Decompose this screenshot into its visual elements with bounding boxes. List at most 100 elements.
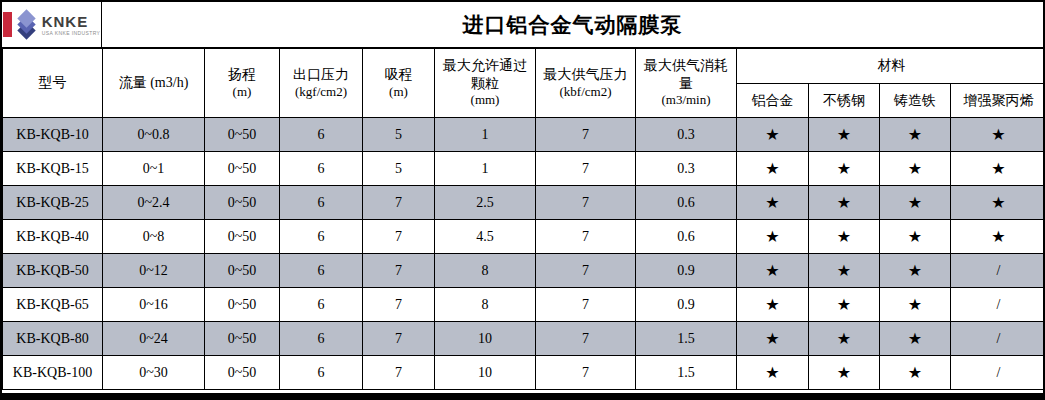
material-availability-cell: ★	[809, 254, 880, 288]
value-cell: 1.5	[636, 322, 737, 356]
model-cell: KB-KQB-10	[3, 118, 103, 152]
model-cell: KB-KQB-40	[3, 220, 103, 254]
value-cell: 0~2.4	[103, 186, 205, 220]
value-cell: 0.6	[636, 220, 737, 254]
value-cell: 6	[280, 186, 363, 220]
logo-red-bar-icon	[3, 12, 12, 37]
material-availability-cell: ★	[809, 152, 880, 186]
logo-cell: KNKE USA KNKE INDUSTRY	[2, 2, 102, 47]
table-row: KB-KQB-250~2.40~50672.570.6★★★★	[3, 186, 1045, 220]
value-cell: 0~50	[205, 356, 280, 390]
value-cell: 7	[536, 322, 636, 356]
spec-sheet: KNKE USA KNKE INDUSTRY 进口铝合金气动隔膜泵 型号 流量 …	[0, 0, 1045, 400]
value-cell: 7	[536, 152, 636, 186]
table-row: KB-KQB-1000~300~50671071.5★★★/	[3, 356, 1045, 390]
material-availability-cell: ★	[809, 356, 880, 390]
col-header-max-supply-pressure: 最大供气压力(kbf/cm2)	[536, 49, 636, 118]
value-cell: 0.3	[636, 118, 737, 152]
value-cell: 7	[363, 220, 435, 254]
table-row: KB-KQB-500~120~5067870.9★★★/	[3, 254, 1045, 288]
knke-logo: KNKE USA KNKE INDUSTRY	[3, 11, 101, 39]
table-row: KB-KQB-100~0.80~5065170.3★★★★	[3, 118, 1045, 152]
logo-layers-icon	[17, 11, 37, 39]
material-availability-cell: ★	[737, 186, 809, 220]
col-header-max-air-consumption: 最大供气消耗量(m3/min)	[636, 49, 737, 118]
col-header-max-particle: 最大允许通过颗粒(mm)	[435, 49, 536, 118]
table-row: KB-KQB-650~160~5067870.9★★★/	[3, 288, 1045, 322]
material-availability-cell: /	[951, 356, 1045, 390]
value-cell: 6	[280, 254, 363, 288]
model-cell: KB-KQB-25	[3, 186, 103, 220]
material-availability-cell: ★	[809, 186, 880, 220]
value-cell: 0~50	[205, 186, 280, 220]
value-cell: 7	[363, 356, 435, 390]
material-availability-cell: ★	[737, 152, 809, 186]
value-cell: 7	[363, 288, 435, 322]
value-cell: 5	[363, 118, 435, 152]
value-cell: 0~1	[103, 152, 205, 186]
spec-table: 型号 流量 (m3/h) 扬程(m) 出口压力(kgf/cm2) 吸程(m) 最…	[2, 48, 1045, 390]
material-availability-cell: ★	[880, 356, 951, 390]
material-availability-cell: ★	[809, 118, 880, 152]
value-cell: 1	[435, 152, 536, 186]
material-availability-cell: ★	[880, 322, 951, 356]
model-cell: KB-KQB-50	[3, 254, 103, 288]
model-cell: KB-KQB-100	[3, 356, 103, 390]
material-availability-cell: ★	[880, 254, 951, 288]
material-availability-cell: ★	[951, 220, 1045, 254]
value-cell: 7	[536, 254, 636, 288]
value-cell: 0~16	[103, 288, 205, 322]
value-cell: 0.9	[636, 288, 737, 322]
model-cell: KB-KQB-80	[3, 322, 103, 356]
value-cell: 0~12	[103, 254, 205, 288]
value-cell: 10	[435, 356, 536, 390]
value-cell: 0.3	[636, 152, 737, 186]
model-cell: KB-KQB-65	[3, 288, 103, 322]
value-cell: 7	[536, 356, 636, 390]
material-availability-cell: ★	[809, 322, 880, 356]
value-cell: 4.5	[435, 220, 536, 254]
material-availability-cell: ★	[737, 118, 809, 152]
material-availability-cell: ★	[880, 118, 951, 152]
title-cell: 进口铝合金气动隔膜泵	[102, 2, 1043, 47]
header-row-top: 型号 流量 (m3/h) 扬程(m) 出口压力(kgf/cm2) 吸程(m) 最…	[3, 49, 1045, 84]
value-cell: 6	[280, 118, 363, 152]
material-availability-cell: ★	[809, 220, 880, 254]
value-cell: 0~24	[103, 322, 205, 356]
material-availability-cell: ★	[737, 254, 809, 288]
value-cell: 6	[280, 220, 363, 254]
material-availability-cell: /	[951, 322, 1045, 356]
value-cell: 0~50	[205, 220, 280, 254]
material-availability-cell: ★	[809, 288, 880, 322]
value-cell: 2.5	[435, 186, 536, 220]
value-cell: 8	[435, 254, 536, 288]
col-header-model: 型号	[3, 49, 103, 118]
table-body: KB-KQB-100~0.80~5065170.3★★★★KB-KQB-150~…	[3, 118, 1045, 390]
value-cell: 8	[435, 288, 536, 322]
col-header-outlet-pressure: 出口压力(kgf/cm2)	[280, 49, 363, 118]
table-row: KB-KQB-150~10~5065170.3★★★★	[3, 152, 1045, 186]
value-cell: 10	[435, 322, 536, 356]
value-cell: 7	[536, 220, 636, 254]
value-cell: 5	[363, 152, 435, 186]
col-header-cast-iron: 铸造铁	[880, 84, 951, 118]
material-availability-cell: ★	[880, 288, 951, 322]
value-cell: 6	[280, 322, 363, 356]
value-cell: 7	[363, 322, 435, 356]
value-cell: 7	[363, 186, 435, 220]
model-cell: KB-KQB-15	[3, 152, 103, 186]
logo-tagline: USA KNKE INDUSTRY	[42, 31, 101, 36]
material-availability-cell: /	[951, 288, 1045, 322]
value-cell: 6	[280, 356, 363, 390]
material-availability-cell: ★	[880, 186, 951, 220]
col-header-stainless-steel: 不锈钢	[809, 84, 880, 118]
value-cell: 0~50	[205, 288, 280, 322]
material-availability-cell: ★	[737, 356, 809, 390]
material-availability-cell: /	[951, 254, 1045, 288]
value-cell: 0~8	[103, 220, 205, 254]
material-availability-cell: ★	[951, 152, 1045, 186]
value-cell: 1	[435, 118, 536, 152]
value-cell: 0.9	[636, 254, 737, 288]
col-header-head: 扬程(m)	[205, 49, 280, 118]
value-cell: 0.6	[636, 186, 737, 220]
